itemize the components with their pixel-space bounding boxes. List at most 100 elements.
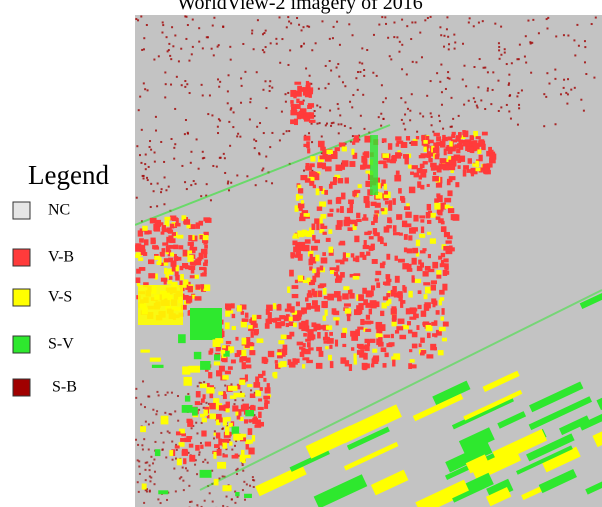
map-patch <box>149 146 151 148</box>
map-patch <box>426 95 428 97</box>
map-patch <box>187 132 189 134</box>
map-patch <box>186 419 192 423</box>
map-patch <box>209 94 211 96</box>
map-patch <box>340 123 342 125</box>
map-patch <box>548 83 550 85</box>
map-patch <box>443 46 445 48</box>
map-patch <box>354 236 359 243</box>
map-patch <box>143 37 145 39</box>
map-patch <box>422 115 424 117</box>
map-patch <box>339 114 341 116</box>
map-patch <box>169 432 171 434</box>
map-patch <box>305 326 308 330</box>
map-patch <box>500 54 502 56</box>
map-patch <box>318 88 320 90</box>
map-patch <box>439 290 445 295</box>
map-patch <box>383 363 387 368</box>
map-patch <box>312 276 316 283</box>
map-patch <box>190 308 222 340</box>
map-patch <box>427 232 431 235</box>
map-patch <box>574 54 576 56</box>
map-patch <box>391 290 395 294</box>
map-patch <box>200 442 202 444</box>
map-patch <box>398 319 405 324</box>
map-patch <box>241 85 243 87</box>
map-patch <box>144 163 146 165</box>
map-patch <box>242 399 244 401</box>
map-patch <box>226 402 230 408</box>
map-patch <box>584 61 586 63</box>
map-patch <box>320 283 327 287</box>
map-patch <box>532 19 534 21</box>
map-patch <box>226 306 232 311</box>
map-patch <box>408 291 412 298</box>
map-patch <box>357 327 363 330</box>
map-patch <box>242 362 246 369</box>
map-patch <box>393 22 395 24</box>
map-patch <box>360 349 364 355</box>
map-patch <box>200 273 206 276</box>
map-patch <box>299 217 305 221</box>
map-patch <box>206 183 208 185</box>
map-patch <box>353 276 360 280</box>
map-patch <box>342 258 348 261</box>
map-patch <box>543 93 545 95</box>
map-patch <box>251 331 254 338</box>
map-patch <box>438 210 442 215</box>
map-patch <box>470 147 474 153</box>
map-patch <box>508 110 510 112</box>
map-patch <box>158 55 160 57</box>
map-patch <box>194 275 199 279</box>
map-patch <box>139 238 144 242</box>
map-patch <box>406 308 410 314</box>
map-patch <box>509 94 511 96</box>
map-patch <box>289 362 296 368</box>
map-patch <box>396 143 400 146</box>
map-patch <box>386 254 390 260</box>
map-patch <box>305 67 307 69</box>
map-patch <box>305 239 311 243</box>
map-patch <box>407 264 411 269</box>
map-patch <box>222 345 226 348</box>
map-patch <box>342 160 349 167</box>
map-patch <box>271 182 273 184</box>
map-patch <box>234 399 236 401</box>
map-patch <box>319 106 321 108</box>
map-patch <box>329 38 331 40</box>
map-patch <box>320 147 326 151</box>
map-patch <box>175 271 179 276</box>
map-patch <box>237 468 239 470</box>
map-patch <box>351 149 354 155</box>
map-patch <box>148 259 154 264</box>
map-patch <box>474 143 480 149</box>
map-patch <box>180 48 182 50</box>
map-patch <box>173 158 175 160</box>
map-patch <box>385 23 387 25</box>
map-patch <box>273 372 277 379</box>
map-patch <box>414 279 420 283</box>
map-patch <box>263 396 270 400</box>
map-patch <box>329 332 333 336</box>
map-patch <box>560 93 562 95</box>
map-patch <box>365 339 370 343</box>
map-patch <box>135 243 141 248</box>
map-patch <box>408 363 412 369</box>
map-patch <box>316 363 323 369</box>
map-patch <box>349 364 352 371</box>
map-patch <box>136 269 141 274</box>
map-patch <box>517 92 519 94</box>
legend-swatch <box>13 202 30 219</box>
map-patch <box>363 69 365 71</box>
map-patch <box>411 93 413 95</box>
map-patch <box>222 485 231 491</box>
map-patch <box>200 445 203 449</box>
map-patch <box>406 136 410 141</box>
map-patch <box>137 459 139 461</box>
map-patch <box>458 115 460 117</box>
map-patch <box>203 284 210 291</box>
map-patch <box>157 183 159 185</box>
map-patch <box>219 81 221 83</box>
map-patch <box>477 149 481 154</box>
map-patch <box>226 408 230 412</box>
map-patch <box>224 172 226 174</box>
